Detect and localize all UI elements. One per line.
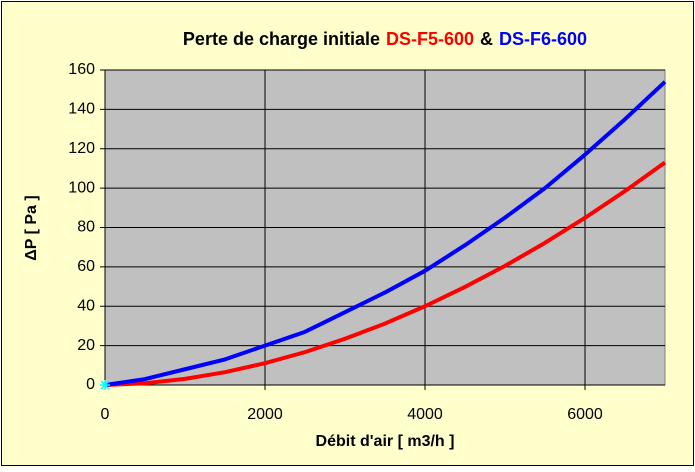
x-tick-label: 4000 [407, 406, 443, 423]
origin-marker [100, 380, 110, 390]
y-axis-label: ΔP [ Pa ] [23, 195, 40, 260]
chart-title: Perte de charge initiale DS-F5-600 & DS-F6-… [183, 29, 587, 49]
y-tick-label: 20 [77, 337, 95, 354]
y-tick-label: 160 [68, 61, 95, 78]
title-part: DS-F5-600 [386, 29, 474, 49]
x-tick-label: 6000 [567, 406, 603, 423]
y-tick-label: 60 [77, 258, 95, 275]
title-part: & [480, 29, 493, 49]
y-tick-label: 140 [68, 101, 95, 118]
y-tick-label: 0 [86, 376, 95, 393]
y-tick-label: 100 [68, 179, 95, 196]
x-tick-label: 2000 [247, 406, 283, 423]
title-part: Perte de charge initiale [183, 29, 380, 49]
x-axis-label: Débit d'air [ m3/h ] [316, 433, 455, 450]
y-tick-label: 80 [77, 219, 95, 236]
series-line [104, 160, 667, 387]
x-tick-label: 0 [101, 406, 110, 423]
y-tick-label: 120 [68, 140, 95, 157]
title-part: DS-F6-600 [499, 29, 587, 49]
y-tick-label: 40 [77, 297, 95, 314]
series-line [104, 80, 667, 387]
